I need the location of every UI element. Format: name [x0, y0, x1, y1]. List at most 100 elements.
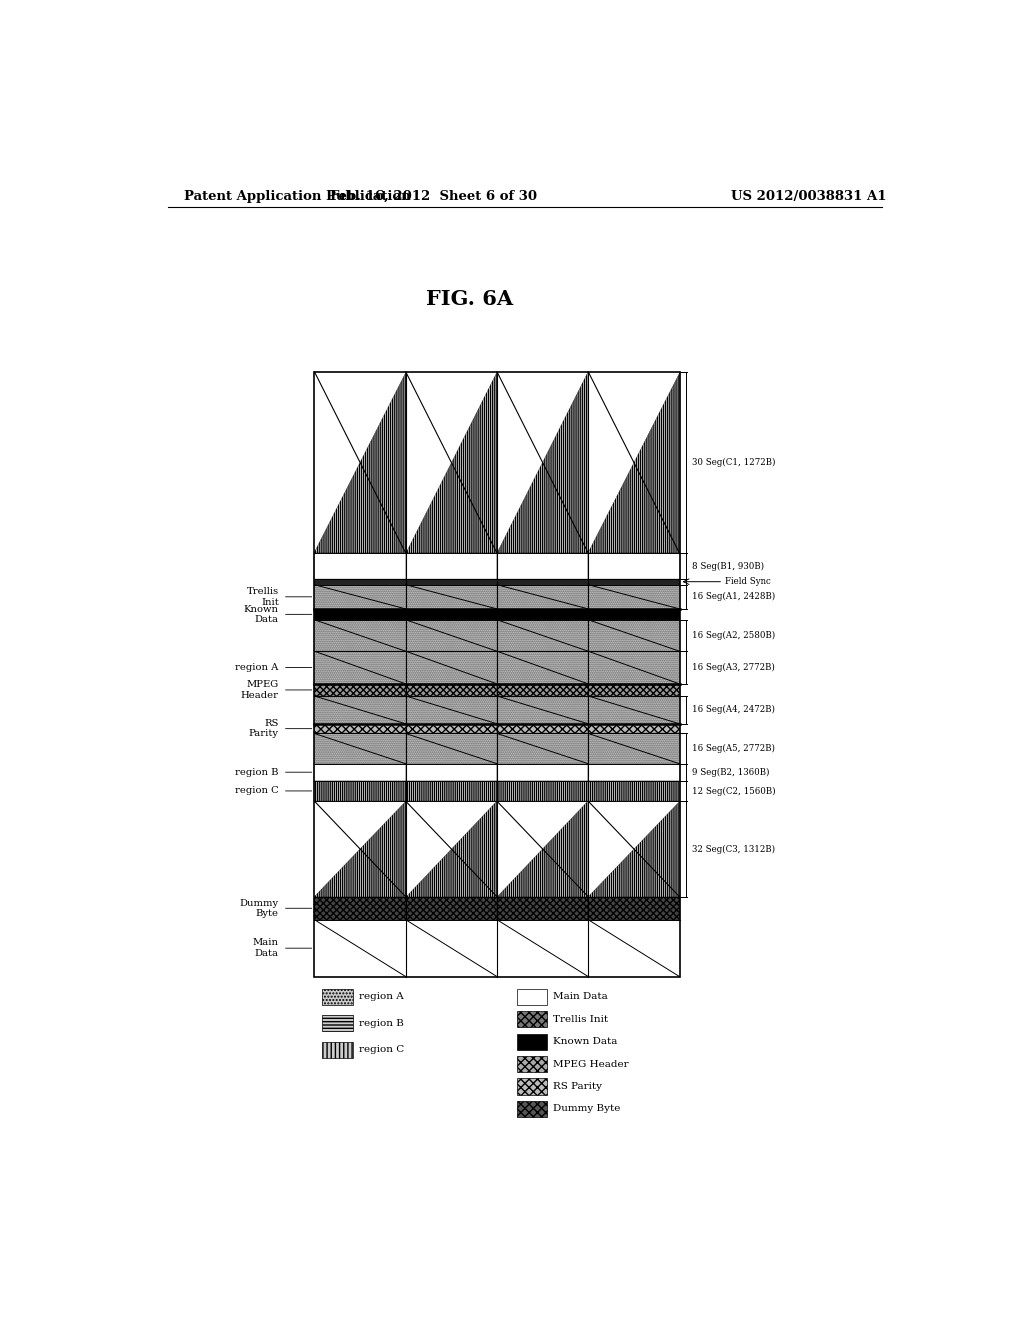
Bar: [588, 723, 680, 734]
Bar: [406, 578, 497, 585]
Bar: [497, 553, 588, 578]
Bar: [406, 723, 497, 734]
Text: FIG. 6A: FIG. 6A: [426, 289, 513, 309]
Bar: [517, 1101, 547, 1117]
Bar: [406, 896, 497, 920]
Bar: [314, 734, 406, 764]
Bar: [497, 734, 588, 764]
Text: region B: region B: [359, 1019, 403, 1028]
Text: MPEG Header: MPEG Header: [553, 1060, 629, 1068]
Text: RS Parity: RS Parity: [553, 1082, 602, 1090]
Bar: [406, 723, 497, 734]
Bar: [314, 609, 406, 620]
Bar: [497, 651, 588, 684]
Bar: [314, 372, 406, 553]
Text: region A: region A: [236, 663, 279, 672]
Bar: [517, 989, 547, 1005]
Text: Trellis Init: Trellis Init: [553, 1015, 608, 1024]
Text: 16 Seg(A3, 2772B): 16 Seg(A3, 2772B): [692, 663, 775, 672]
Bar: [497, 734, 588, 764]
Bar: [314, 553, 406, 578]
Text: Known Data: Known Data: [553, 1038, 617, 1047]
Bar: [314, 780, 406, 801]
Bar: [497, 696, 588, 723]
Text: US 2012/0038831 A1: US 2012/0038831 A1: [731, 190, 887, 202]
Bar: [588, 651, 680, 684]
Bar: [406, 801, 497, 896]
Bar: [406, 696, 497, 723]
Text: Main
Data: Main Data: [253, 939, 279, 958]
Bar: [406, 734, 497, 764]
Text: 9 Seg(B2, 1360B): 9 Seg(B2, 1360B): [692, 768, 770, 776]
Bar: [497, 780, 588, 801]
Bar: [588, 684, 680, 696]
Text: 8 Seg(B1, 930B): 8 Seg(B1, 930B): [692, 561, 764, 570]
Bar: [588, 734, 680, 764]
Bar: [588, 734, 680, 764]
Bar: [314, 372, 680, 977]
Bar: [314, 684, 406, 696]
Bar: [497, 764, 588, 780]
Bar: [314, 764, 406, 780]
Bar: [517, 1078, 547, 1094]
Bar: [406, 696, 497, 723]
Text: region B: region B: [236, 768, 279, 776]
Bar: [497, 585, 588, 609]
Text: 30 Seg(C1, 1272B): 30 Seg(C1, 1272B): [692, 458, 776, 467]
Bar: [588, 696, 680, 723]
Bar: [406, 896, 497, 920]
Polygon shape: [497, 372, 588, 553]
Bar: [314, 585, 406, 609]
Bar: [588, 585, 680, 609]
Bar: [588, 780, 680, 801]
Bar: [588, 620, 680, 651]
Bar: [497, 920, 588, 977]
Bar: [517, 1011, 547, 1027]
Bar: [406, 734, 497, 764]
Text: 16 Seg(A4, 2472B): 16 Seg(A4, 2472B): [692, 705, 775, 714]
Bar: [314, 620, 406, 651]
Bar: [406, 609, 497, 620]
Bar: [588, 553, 680, 578]
Bar: [323, 1041, 352, 1057]
Bar: [497, 684, 588, 696]
Text: Patent Application Publication: Patent Application Publication: [183, 190, 411, 202]
Text: 32 Seg(C3, 1312B): 32 Seg(C3, 1312B): [692, 845, 775, 854]
Bar: [588, 684, 680, 696]
Bar: [497, 372, 588, 553]
Bar: [314, 920, 406, 977]
Bar: [588, 896, 680, 920]
Text: 12 Seg(C2, 1560B): 12 Seg(C2, 1560B): [692, 787, 776, 796]
Bar: [588, 553, 680, 578]
Bar: [497, 585, 588, 609]
Polygon shape: [406, 801, 497, 896]
Bar: [588, 585, 680, 609]
Bar: [314, 764, 406, 780]
Bar: [588, 801, 680, 896]
Bar: [497, 620, 588, 651]
Text: region A: region A: [359, 993, 403, 1002]
Bar: [314, 372, 680, 977]
Text: region C: region C: [236, 787, 279, 796]
Bar: [314, 801, 406, 896]
Polygon shape: [314, 801, 406, 896]
Polygon shape: [588, 801, 680, 896]
Bar: [314, 896, 406, 920]
Bar: [314, 780, 406, 801]
Bar: [314, 553, 406, 578]
Text: Main Data: Main Data: [553, 993, 608, 1002]
Bar: [588, 920, 680, 977]
Bar: [406, 585, 497, 609]
Bar: [497, 801, 588, 896]
Bar: [497, 780, 588, 801]
Bar: [588, 896, 680, 920]
Bar: [497, 723, 588, 734]
Bar: [588, 372, 680, 553]
Bar: [314, 896, 406, 920]
Polygon shape: [314, 372, 406, 553]
Bar: [497, 696, 588, 723]
Polygon shape: [497, 801, 588, 896]
Text: region C: region C: [359, 1045, 404, 1055]
Bar: [497, 620, 588, 651]
Bar: [406, 651, 497, 684]
